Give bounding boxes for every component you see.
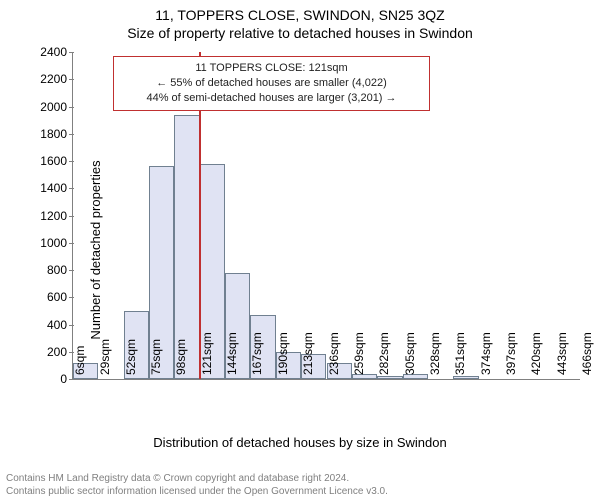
x-tick: 259sqm xyxy=(352,332,366,375)
y-tick: 0 xyxy=(60,372,73,386)
y-tick: 2000 xyxy=(40,100,73,114)
y-tick: 1400 xyxy=(40,181,73,195)
x-tick: 98sqm xyxy=(174,339,188,375)
histogram-bar xyxy=(377,376,402,379)
chart-header: 11, TOPPERS CLOSE, SWINDON, SN25 3QZ Siz… xyxy=(0,0,600,42)
footer-line-1: Contains HM Land Registry data © Crown c… xyxy=(6,473,388,486)
x-tick: 190sqm xyxy=(276,332,290,375)
x-tick: 420sqm xyxy=(529,332,543,375)
x-tick: 374sqm xyxy=(479,332,493,375)
title-address: 11, TOPPERS CLOSE, SWINDON, SN25 3QZ xyxy=(0,6,600,24)
footer-attribution: Contains HM Land Registry data © Crown c… xyxy=(6,473,388,498)
x-tick: 52sqm xyxy=(124,339,138,375)
x-tick: 443sqm xyxy=(555,332,569,375)
histogram-bar xyxy=(453,376,478,379)
plot-area: 11 TOPPERS CLOSE: 121sqm ← 55% of detach… xyxy=(72,52,580,380)
x-tick: 328sqm xyxy=(428,332,442,375)
x-tick: 236sqm xyxy=(327,332,341,375)
x-tick: 75sqm xyxy=(149,339,163,375)
y-tick: 1000 xyxy=(40,236,73,250)
info-line-1: 11 TOPPERS CLOSE: 121sqm xyxy=(122,61,421,76)
plot-outer: 11 TOPPERS CLOSE: 121sqm ← 55% of detach… xyxy=(72,52,580,380)
x-tick: 305sqm xyxy=(403,332,417,375)
x-tick: 144sqm xyxy=(225,332,239,375)
y-tick: 2200 xyxy=(40,72,73,86)
x-axis-label: Distribution of detached houses by size … xyxy=(0,435,600,450)
y-tick: 800 xyxy=(47,263,73,277)
footer-line-2: Contains public sector information licen… xyxy=(6,486,388,499)
info-line-2: ← 55% of detached houses are smaller (4,… xyxy=(122,76,421,91)
x-tick: 167sqm xyxy=(250,332,264,375)
x-tick: 29sqm xyxy=(98,339,112,375)
x-tick: 6sqm xyxy=(73,346,87,375)
info-line-3: 44% of semi-detached houses are larger (… xyxy=(122,91,421,106)
y-tick: 600 xyxy=(47,290,73,304)
y-tick: 2400 xyxy=(40,45,73,59)
y-tick: 1800 xyxy=(40,127,73,141)
chart-container: Number of detached properties 11 TOPPERS… xyxy=(0,46,600,454)
y-tick: 1200 xyxy=(40,209,73,223)
x-tick: 213sqm xyxy=(301,332,315,375)
x-tick: 351sqm xyxy=(453,332,467,375)
y-tick: 200 xyxy=(47,345,73,359)
y-tick: 1600 xyxy=(40,154,73,168)
y-tick: 400 xyxy=(47,318,73,332)
info-box: 11 TOPPERS CLOSE: 121sqm ← 55% of detach… xyxy=(113,56,430,111)
x-tick: 466sqm xyxy=(580,332,594,375)
title-desc: Size of property relative to detached ho… xyxy=(0,24,600,42)
x-tick: 282sqm xyxy=(377,332,391,375)
x-tick: 121sqm xyxy=(200,332,214,375)
x-tick: 397sqm xyxy=(504,332,518,375)
